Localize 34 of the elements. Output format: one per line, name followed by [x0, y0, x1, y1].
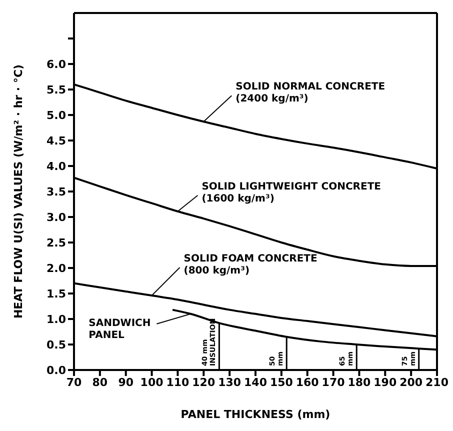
y-tick-label: 6.0 — [46, 58, 66, 71]
x-tick-label: 110 — [166, 376, 190, 389]
y-tick-label: 3.0 — [46, 210, 66, 224]
y-tick-label: 0.0 — [46, 364, 66, 377]
x-tick-label: 130 — [218, 376, 242, 389]
x-tick-label: 150 — [270, 376, 294, 389]
y-axis-title: HEAT FLOW U(SI) VALUES (W/m² · hr · °C) — [12, 64, 25, 319]
y-tick-label: 2.5 — [46, 236, 66, 250]
y-tick-label: 2.0 — [46, 262, 66, 275]
x-tick-label: 160 — [296, 376, 320, 389]
y-tick-label: 1.0 — [46, 312, 66, 326]
y-tick-label: 5.5 — [46, 83, 66, 96]
x-tick-label: 120 — [192, 376, 216, 389]
x-axis-title: PANEL THICKNESS (mm) — [180, 408, 330, 421]
x-tick-label: 70 — [66, 376, 82, 389]
text: SOLID NORMAL CONCRETE (2400 kg/m³) — [236, 82, 386, 105]
x-tick-label: 100 — [140, 376, 164, 389]
text: SOLID FOAM CONCRETE (800 kg/m³) — [184, 254, 318, 277]
y-tick-label: 5.0 — [46, 108, 66, 122]
series-label: SOLID LIGHTWEIGHT CONCRETE (1600 kg/m³) — [202, 181, 382, 204]
y-tick-label: 3.5 — [46, 185, 66, 198]
x-tick-label: 140 — [244, 376, 268, 389]
x-tick-label: 170 — [322, 376, 346, 389]
y-tick-label: 0.5 — [46, 338, 66, 352]
x-tick-label: 210 — [426, 376, 449, 389]
x-tick-label: 90 — [118, 376, 134, 389]
y-tick-label: 1.5 — [46, 287, 66, 300]
x-tick-label: 80 — [92, 376, 108, 389]
legend-label: SANDWICH PANEL — [88, 318, 151, 341]
y-tick-label: 4.0 — [46, 160, 66, 173]
x-tick-label: 180 — [348, 376, 372, 389]
x-tick-label: 190 — [374, 376, 397, 389]
x-tick-label: 200 — [400, 376, 423, 389]
y-tick-label: 4.5 — [46, 134, 66, 148]
